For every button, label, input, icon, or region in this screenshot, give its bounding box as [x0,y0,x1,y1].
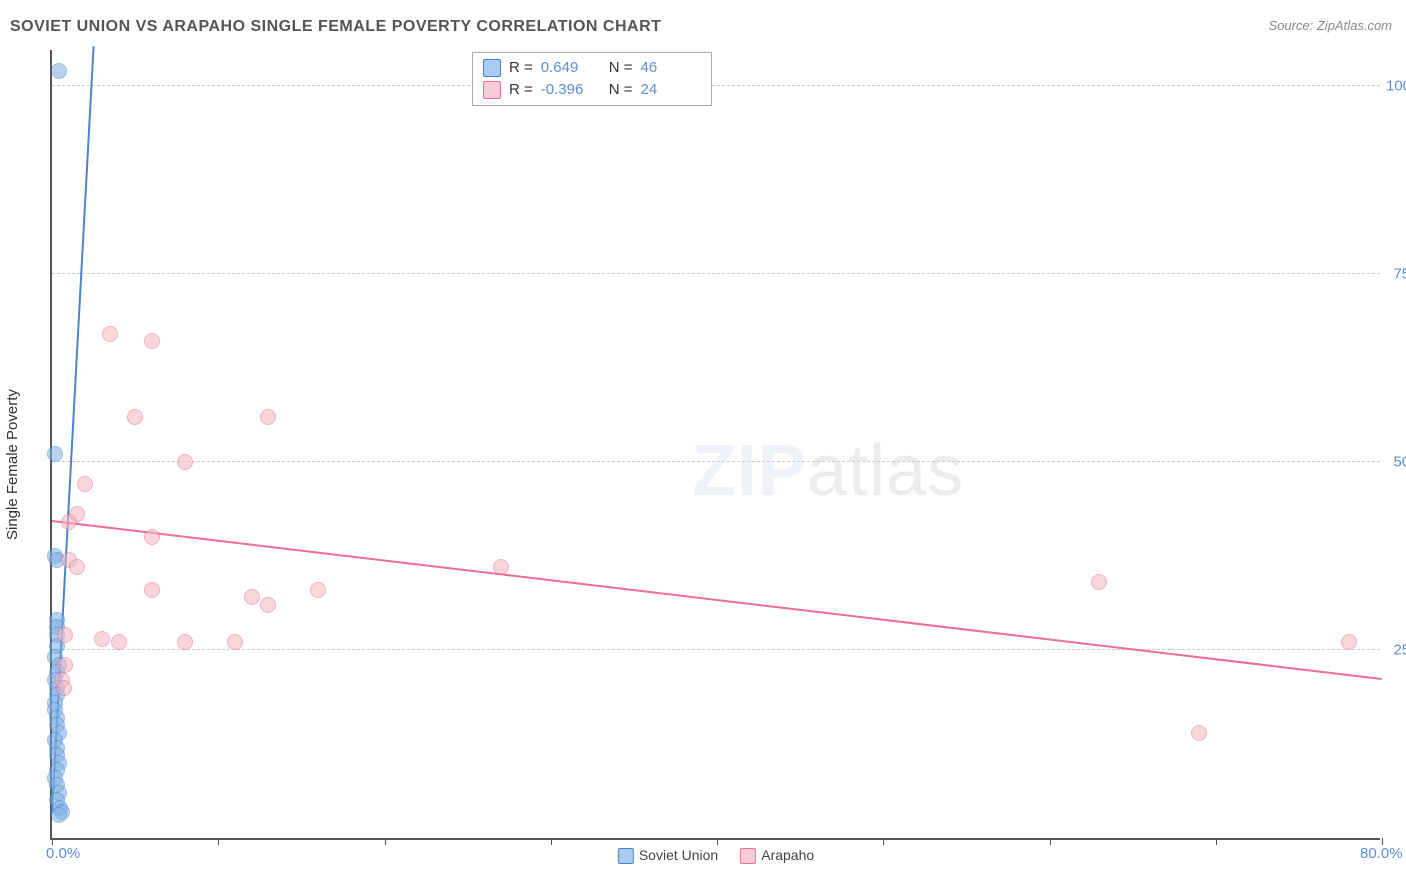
scatter-point [493,559,509,575]
scatter-point [144,333,160,349]
stat-n-value: 46 [641,57,701,79]
watermark-zip: ZIP [692,431,807,511]
chart-area: ZIPatlas 25.0%50.0%75.0%100.0%0.0%80.0%R… [50,50,1380,840]
stat-swatch [483,59,501,77]
scatter-point [1091,574,1107,590]
y-tick-label: 25.0% [1386,641,1406,658]
stat-n-label: N = [609,79,633,101]
gridline-h [52,85,1380,86]
legend-label: Soviet Union [639,847,718,863]
scatter-point [57,627,73,643]
watermark-atlas: atlas [807,431,964,511]
stat-swatch [483,81,501,99]
x-tick [385,838,386,845]
stat-r-value: 0.649 [541,57,601,79]
stat-n-label: N = [609,57,633,79]
y-tick-label: 100.0% [1386,77,1406,94]
legend-swatch [618,848,634,864]
stat-r-label: R = [509,57,533,79]
source-attribution: Source: ZipAtlas.com [1268,18,1392,33]
scatter-point [144,582,160,598]
stat-r-value: -0.396 [541,79,601,101]
scatter-point [51,807,67,823]
x-tick [1216,838,1217,845]
x-tick [218,838,219,845]
scatter-point [244,589,260,605]
scatter-point [94,631,110,647]
stat-row: R = -0.396 N = 24 [483,79,701,101]
x-tick-label: 80.0% [1360,845,1403,862]
gridline-h [52,461,1380,462]
x-tick [1382,838,1383,845]
legend-item: Arapaho [740,847,814,864]
stat-n-value: 24 [641,79,701,101]
scatter-point [102,326,118,342]
scatter-point [57,657,73,673]
gridline-h [52,649,1380,650]
legend-item: Soviet Union [618,847,718,864]
x-tick-label: 0.0% [46,845,80,862]
scatter-point [260,597,276,613]
scatter-point [1341,634,1357,650]
legend-swatch [740,848,756,864]
stat-row: R = 0.649 N = 46 [483,57,701,79]
x-tick [52,838,53,845]
x-tick [883,838,884,845]
scatter-point [310,582,326,598]
scatter-point [127,409,143,425]
scatter-point [111,634,127,650]
scatter-point [77,476,93,492]
x-tick [1050,838,1051,845]
scatter-point [1191,725,1207,741]
y-axis-label: Single Female Poverty [4,389,21,540]
legend-label: Arapaho [761,847,814,863]
x-tick [717,838,718,845]
scatter-point [56,680,72,696]
scatter-point [144,529,160,545]
scatter-point [260,409,276,425]
scatter-point [69,559,85,575]
scatter-point [177,454,193,470]
scatter-point [51,63,67,79]
correlation-stat-box: R = 0.649 N = 46 R = -0.396 N = 24 [472,52,712,106]
x-tick [551,838,552,845]
series-legend: Soviet Union Arapaho [618,847,814,864]
y-tick-label: 75.0% [1386,265,1406,282]
y-tick-label: 50.0% [1386,453,1406,470]
scatter-point [227,634,243,650]
gridline-h [52,273,1380,274]
watermark: ZIPatlas [692,430,964,512]
chart-title: SOVIET UNION VS ARAPAHO SINGLE FEMALE PO… [10,18,661,36]
scatter-point [177,634,193,650]
plot-region: ZIPatlas 25.0%50.0%75.0%100.0%0.0%80.0%R… [50,50,1380,840]
stat-r-label: R = [509,79,533,101]
scatter-point [61,514,77,530]
scatter-point [47,446,63,462]
